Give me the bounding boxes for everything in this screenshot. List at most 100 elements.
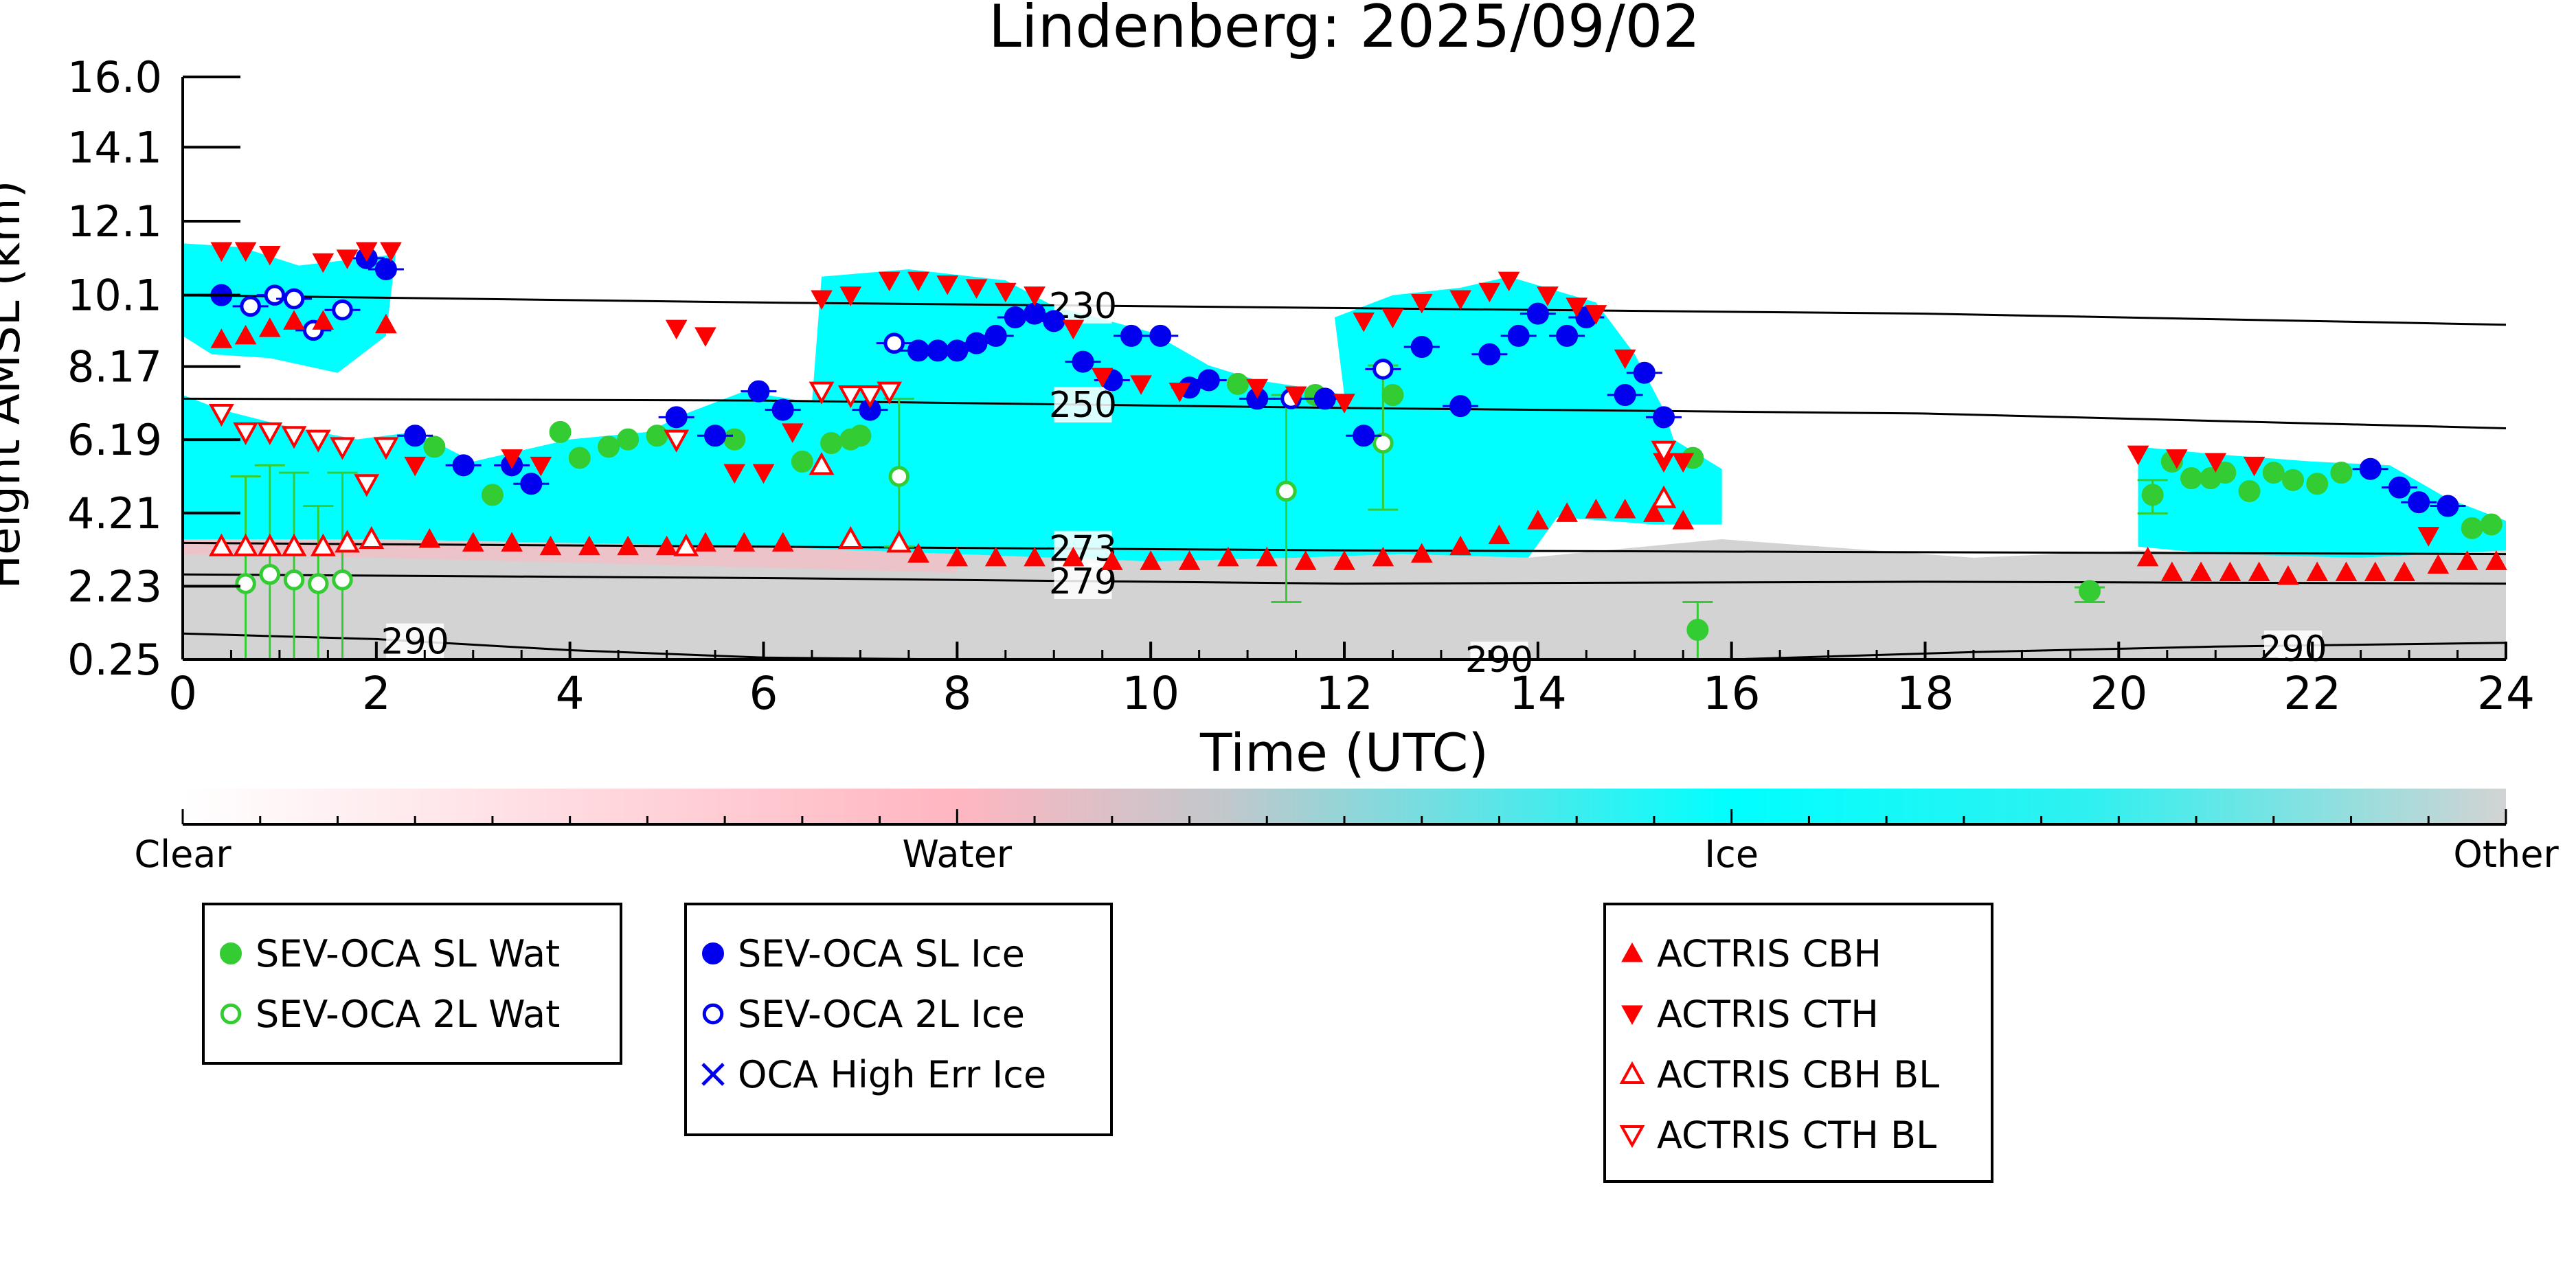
chart-title: Lindenberg: 2025/09/02: [988, 0, 1700, 61]
data-point: [1651, 440, 1677, 464]
data-point: [578, 535, 600, 556]
y-tick-label: 0.25: [67, 635, 162, 685]
data-point: [1140, 550, 1162, 570]
data-point: [907, 543, 929, 563]
data-point: [501, 449, 523, 469]
colorbar-label: Clear: [134, 833, 231, 876]
colorbar-label: Ice: [1704, 833, 1759, 876]
legend-box: ACTRIS CBH ACTRIS CTH ACTRIS CBH BL ACTRIS …: [1603, 903, 1993, 1183]
legend-label: ACTRIS CBH BL: [1657, 1053, 1939, 1096]
data-point: [2180, 467, 2203, 490]
series-actris-cbh: [210, 310, 2507, 585]
data-point: [809, 381, 835, 405]
legend-frame: [1603, 903, 1993, 1183]
series-sev-oca-sl-ice: [203, 247, 2466, 517]
colorbar: Clear Water Ice Other: [134, 789, 2559, 876]
data-point: [723, 428, 746, 451]
data-point: [283, 288, 305, 310]
x-tick-label: 10: [1122, 667, 1179, 720]
data-point: [332, 299, 353, 321]
isotherm-label-bg: [386, 623, 444, 659]
data-point: [811, 290, 833, 310]
data-point: [1276, 480, 1297, 502]
data-point: [2281, 468, 2304, 491]
data-point: [373, 437, 399, 460]
data-point: [781, 423, 804, 443]
data-point: [1672, 510, 1695, 530]
data-point: [404, 425, 427, 447]
data-point: [1614, 384, 1636, 407]
data-point: [646, 425, 668, 447]
x-tick-label: 0: [168, 667, 197, 720]
data-point: [240, 295, 261, 317]
data-point: [423, 436, 446, 458]
data-point: [1614, 349, 1636, 370]
data-point: [1024, 546, 1046, 567]
data-point: [2190, 561, 2212, 581]
data-point: [704, 425, 727, 447]
data-point: [994, 282, 1017, 303]
data-point: [771, 398, 794, 421]
data-point: [1556, 324, 1579, 347]
data-point: [1381, 384, 1404, 407]
data-point: [1633, 361, 1656, 384]
data-point: [2330, 462, 2353, 484]
data-point: [965, 332, 988, 354]
isotherm-line: [182, 573, 2507, 585]
data-point: [2243, 456, 2266, 477]
data-point: [907, 271, 929, 292]
legend-label: OCA High Err Ice: [738, 1053, 1046, 1096]
data-point: [330, 437, 355, 460]
data-point: [210, 328, 233, 348]
data-point: [946, 546, 969, 567]
data-point: [520, 473, 543, 495]
data-point: [283, 569, 305, 591]
data-point: [694, 532, 716, 552]
data-point: [984, 546, 1007, 567]
data-point: [1353, 312, 1375, 332]
data-point: [1130, 375, 1152, 395]
y-tick-label: 4.21: [67, 488, 162, 539]
data-point: [877, 381, 903, 405]
data-point: [883, 332, 905, 354]
data-point: [1478, 343, 1501, 365]
isotherm-line: [182, 294, 2507, 326]
legend-frame: [202, 903, 622, 1065]
data-point: [617, 535, 640, 556]
data-point: [235, 573, 256, 594]
data-point: [2393, 561, 2415, 581]
data-point: [2335, 561, 2358, 581]
isotherm-line: [182, 541, 2507, 556]
data-point: [2214, 462, 2237, 484]
legend-frame: [684, 903, 1113, 1136]
data-point: [2306, 473, 2329, 495]
legend-label: SEV-OCA SL Wat: [256, 932, 560, 975]
data-point: [2408, 491, 2430, 514]
data-point: [1168, 383, 1191, 403]
y-tick-label: 14.1: [67, 122, 162, 172]
data-point: [1333, 394, 1355, 414]
data-point: [747, 380, 770, 403]
data-point: [771, 532, 794, 552]
x-tick-label: 4: [556, 667, 585, 720]
isotherm-label-bg: [1054, 387, 1112, 423]
data-point: [2079, 580, 2101, 602]
data-point: [462, 532, 484, 552]
data-point: [1353, 425, 1375, 447]
data-point: [310, 533, 336, 556]
data-point: [655, 535, 678, 556]
data-point: [1449, 395, 1472, 418]
data-point: [354, 474, 380, 497]
data-point: [208, 403, 234, 427]
series-sev-oca-sl-wat: [423, 372, 2502, 661]
data-point: [733, 532, 756, 552]
data-point: [404, 456, 427, 477]
data-point: [2388, 476, 2410, 499]
data-point: [1091, 368, 1114, 388]
legend-label: ACTRIS CTH BL: [1657, 1114, 1936, 1157]
data-point: [539, 535, 562, 556]
data-point: [1294, 550, 1317, 570]
data-point: [258, 245, 281, 266]
data-point: [2456, 550, 2478, 570]
data-point: [1226, 372, 1249, 395]
